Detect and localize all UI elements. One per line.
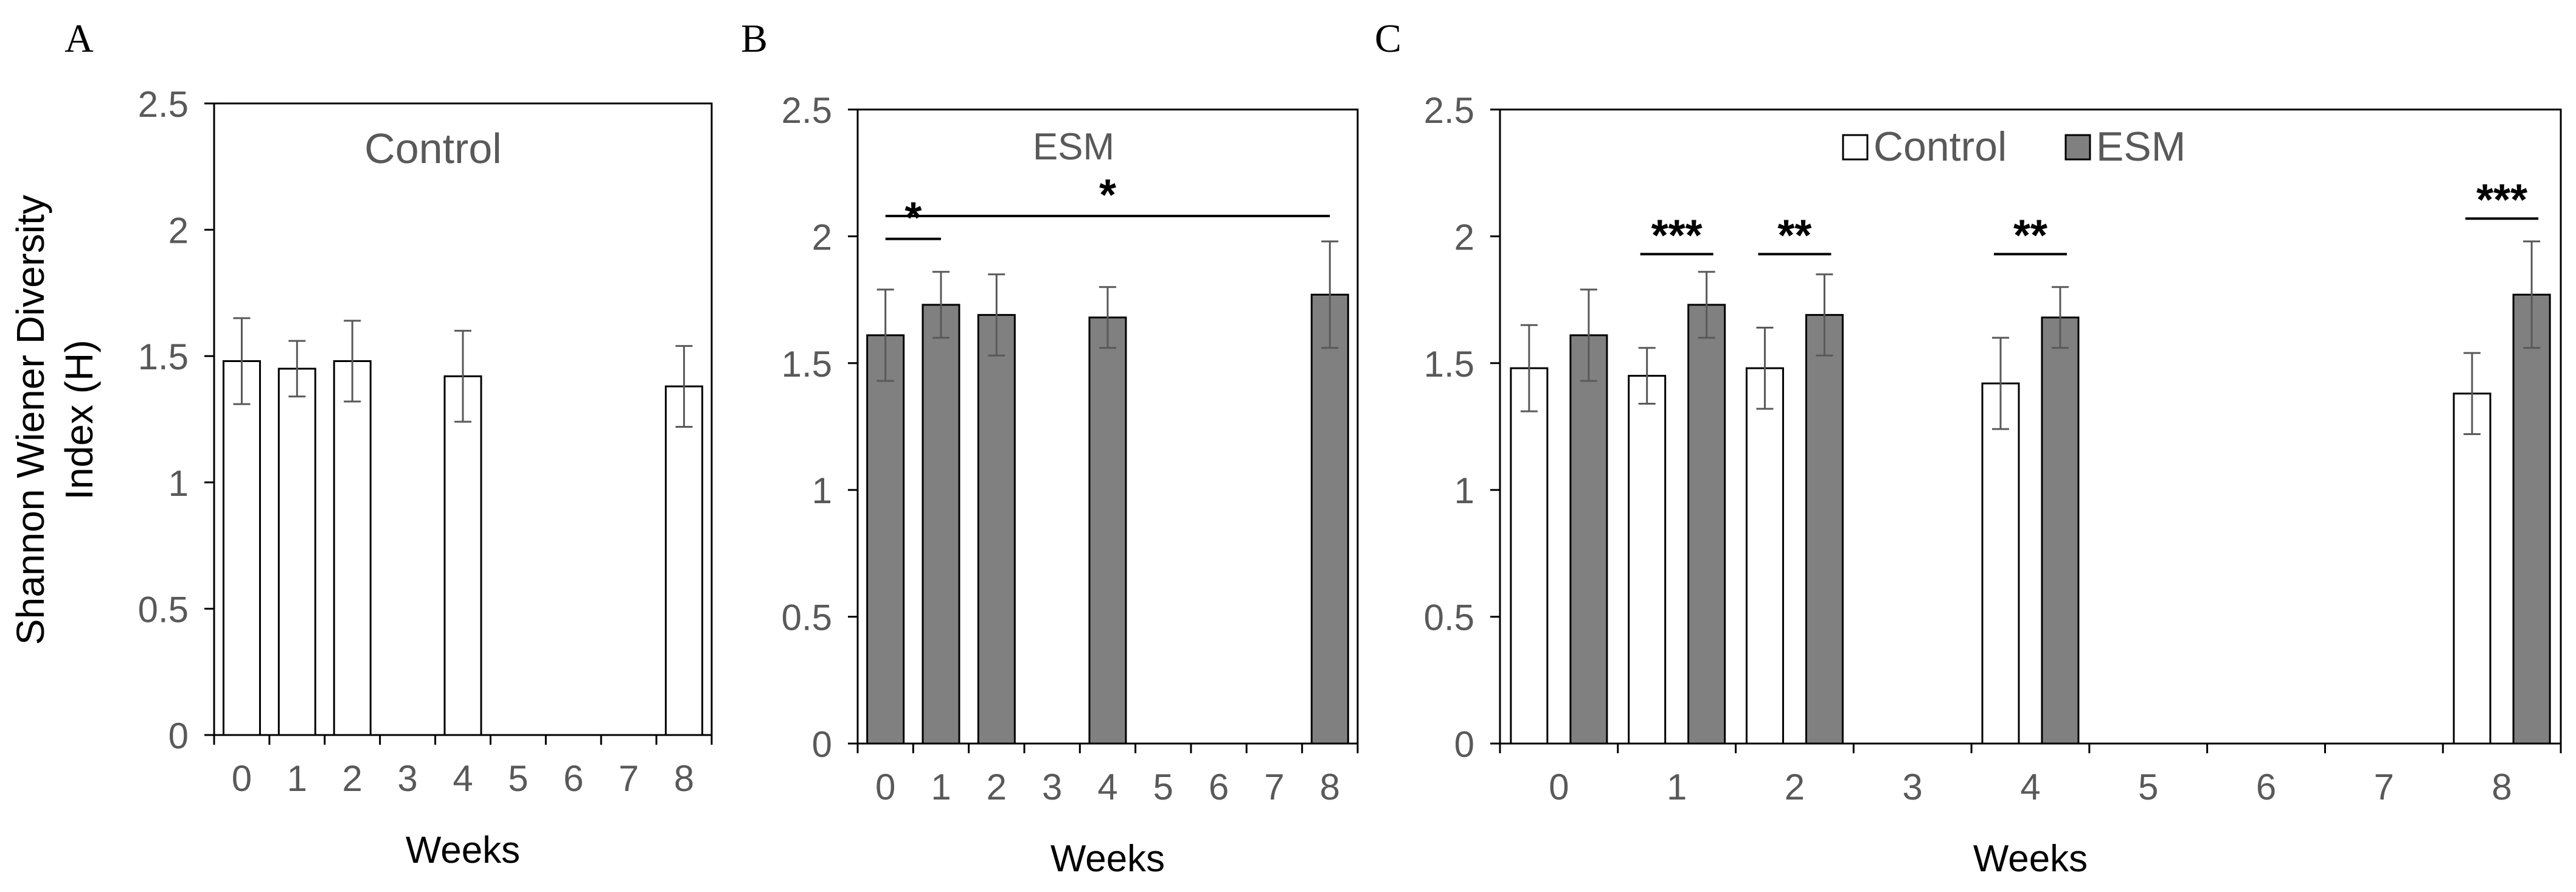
y-tick-label: 0.5 (1424, 598, 1474, 638)
x-tick-label: 0 (1549, 767, 1569, 807)
bar-control (1510, 367, 1549, 745)
y-tick-label: 2 (1454, 217, 1474, 257)
x-tick-label: 2 (1785, 767, 1805, 807)
y-tick-label: 1.5 (1424, 344, 1474, 385)
x-tick-label: 8 (674, 758, 694, 799)
bar-esm (1687, 304, 1726, 745)
legend-swatch-esm (2064, 134, 2091, 161)
x-tick-label: 2 (987, 767, 1007, 807)
bar-control (1745, 367, 1784, 745)
bar-esm (2512, 293, 2551, 745)
y-tick-label: 0 (168, 716, 189, 756)
significance-star: *** (2476, 176, 2527, 225)
x-tick-label: 2 (342, 758, 363, 799)
y-tick-label: 2.5 (1424, 90, 1474, 131)
x-tick-label: 6 (563, 758, 583, 799)
bar-control (443, 375, 482, 736)
x-tick-label: 7 (2374, 767, 2394, 807)
legend-label-control: Control (1873, 124, 2007, 170)
bar-esm (1569, 334, 1608, 745)
x-tick-label: 1 (931, 767, 951, 807)
y-tick-label: 0 (1454, 724, 1474, 765)
x-tick-label: 1 (287, 758, 307, 799)
plot-frame (1499, 108, 2562, 745)
bar-esm (1310, 293, 1349, 745)
panel-letter: B (741, 16, 768, 61)
y-tick-label: 2 (168, 211, 189, 251)
legend-swatch-control (1842, 134, 1869, 161)
x-tick-label: 5 (2138, 767, 2158, 807)
bar-control (1981, 382, 2020, 745)
significance-star: ** (1777, 212, 1811, 260)
bar-esm (866, 334, 905, 745)
x-tick-label: 3 (1903, 767, 1923, 807)
bar-esm (2041, 316, 2080, 745)
y-tick-label: 2.5 (782, 90, 832, 131)
x-tick-label: 6 (2256, 767, 2276, 807)
panel-title: Control (364, 125, 502, 172)
significance-star: ** (2013, 212, 2047, 260)
y-tick-label: 1 (812, 470, 832, 511)
x-tick-label: 6 (1209, 767, 1229, 807)
x-tick-label: 8 (2491, 767, 2512, 807)
x-axis-title: Weeks (1050, 838, 1165, 880)
x-tick-label: 8 (1320, 767, 1340, 807)
x-tick-label: 7 (1264, 767, 1284, 807)
x-tick-label: 3 (397, 758, 417, 799)
bar-esm (977, 314, 1016, 745)
y-axis-title-line1: Shannon Wiener Diversity (9, 195, 52, 645)
y-tick-label: 1 (168, 463, 189, 504)
y-tick-label: 0 (812, 724, 832, 765)
bar-control (333, 360, 372, 736)
x-tick-label: 0 (232, 758, 252, 799)
y-tick-label: 2.5 (138, 84, 189, 125)
legend-label-esm: ESM (2096, 124, 2185, 170)
significance-star: *** (1651, 212, 1703, 260)
panel-title: ESM (1033, 126, 1114, 168)
x-tick-label: 4 (2020, 767, 2040, 807)
bar-esm (922, 304, 960, 745)
bar-control (665, 385, 704, 736)
x-tick-label: 5 (1153, 767, 1173, 807)
x-tick-label: 3 (1042, 767, 1062, 807)
y-tick-label: 0.5 (138, 589, 189, 630)
x-tick-label: 4 (453, 758, 473, 799)
x-axis-title: Weeks (1973, 838, 2088, 880)
bar-esm (1805, 314, 1844, 745)
y-tick-label: 2 (812, 217, 832, 257)
y-tick-label: 0.5 (782, 598, 832, 638)
y-tick-label: 1.5 (138, 336, 189, 377)
significance-star: * (1099, 171, 1116, 220)
x-tick-label: 4 (1097, 767, 1117, 807)
y-tick-label: 1 (1454, 470, 1474, 511)
x-tick-label: 7 (619, 758, 639, 799)
x-tick-label: 5 (508, 758, 528, 799)
y-axis-title-line2: Index (H) (57, 340, 101, 500)
x-axis-title: Weeks (406, 829, 520, 871)
panel-letter: A (64, 16, 94, 61)
bar-control (222, 360, 261, 736)
bar-control (2453, 392, 2491, 745)
bar-control (1628, 375, 1667, 745)
panel-letter: C (1375, 16, 1401, 61)
bar-esm (1088, 316, 1127, 745)
y-tick-label: 1.5 (782, 344, 832, 385)
bar-control (277, 368, 316, 736)
x-tick-label: 1 (1667, 767, 1687, 807)
significance-star: * (904, 194, 922, 243)
x-tick-label: 0 (875, 767, 895, 807)
